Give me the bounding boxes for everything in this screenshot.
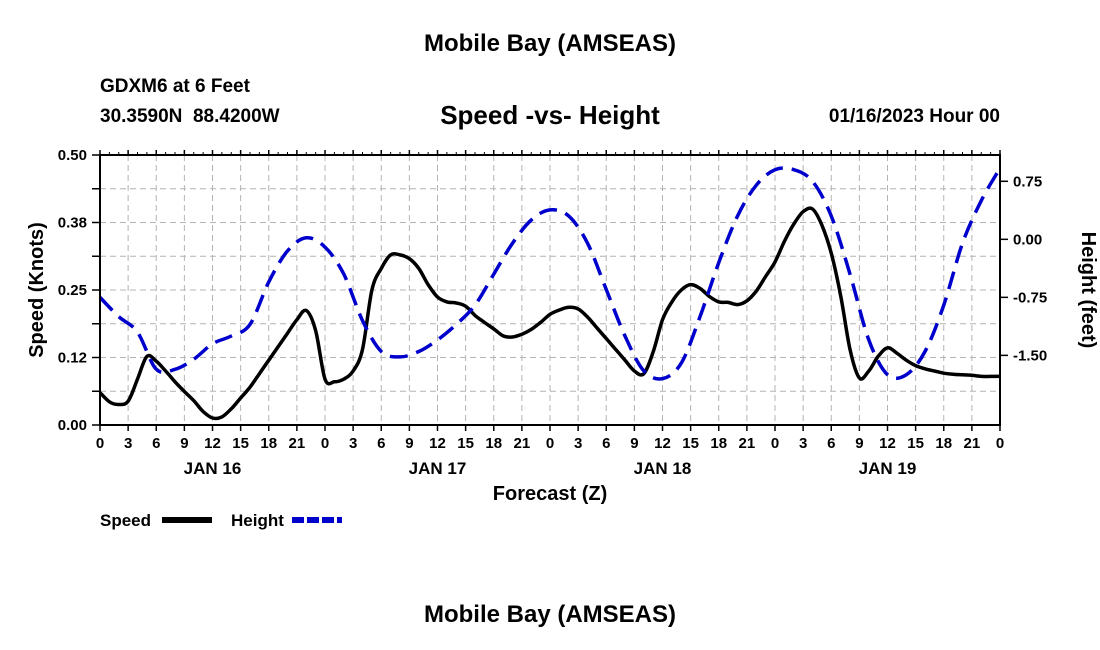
forecast-datetime: 01/16/2023 Hour 00: [828, 106, 1000, 127]
y-right-tick-label: -0.75: [1013, 289, 1047, 306]
x-tick-label: 15: [907, 435, 924, 452]
axes: 0 3 6 9 12 15 18 21 0 3 6 9 12 15 18 21 0 3 6 9 12 15 18 21 0 3 6 9…: [58, 147, 1047, 478]
x-tick-label: 6: [377, 435, 385, 452]
x-tick-label: 3: [349, 435, 357, 452]
y-left-tick-label: 0.50: [58, 147, 87, 164]
y-left-tick-label: 0.00: [58, 417, 87, 434]
x-tick-label: 0: [96, 435, 104, 452]
date-label: JAN 19: [859, 459, 917, 478]
x-tick-label: 0: [996, 435, 1004, 452]
grid-lines: [99, 155, 1001, 425]
y-axis-right-label: Height (feet): [1077, 232, 1099, 349]
x-tick-label: 15: [232, 435, 249, 452]
x-tick-label: 6: [152, 435, 160, 452]
y-axis-left-label: Speed (Knots): [26, 222, 48, 358]
y-left-tick-label: 0.12: [58, 350, 87, 367]
legend-label-height: Height: [231, 511, 284, 530]
y-right-tick-label: -1.50: [1013, 347, 1047, 364]
x-tick-label: 9: [630, 435, 638, 452]
legend: Speed Height: [100, 511, 342, 530]
x-tick-label: 21: [964, 435, 981, 452]
x-tick-label: 0: [546, 435, 554, 452]
y-left-tick-label: 0.25: [58, 282, 87, 299]
x-tick-label: 6: [827, 435, 835, 452]
legend-label-speed: Speed: [100, 511, 151, 530]
coordinates-label: 30.3590N 88.4200W: [100, 106, 280, 127]
x-tick-label: 18: [710, 435, 727, 452]
x-tick-label: 21: [289, 435, 306, 452]
chart-title: Speed -vs- Height: [440, 100, 660, 130]
x-tick-label: 6: [602, 435, 610, 452]
series-lines: [98, 166, 1002, 421]
x-tick-label: 9: [180, 435, 188, 452]
x-tick-label: 18: [935, 435, 952, 452]
x-tick-label: 12: [204, 435, 221, 452]
y-right-tick-label: 0.75: [1013, 173, 1042, 190]
y-right-tick-label: 0.00: [1013, 231, 1042, 248]
series-line-speed: [98, 206, 1000, 421]
station-label: GDXM6 at 6 Feet: [100, 76, 250, 97]
x-tick-label: 18: [485, 435, 502, 452]
date-label: JAN 17: [409, 459, 467, 478]
x-tick-label: 9: [405, 435, 413, 452]
x-tick-label: 0: [771, 435, 779, 452]
x-axis-label: Forecast (Z): [493, 483, 607, 505]
x-tick-label: 15: [682, 435, 699, 452]
footer-title: Mobile Bay (AMSEAS): [423, 601, 677, 628]
series-line-height: [98, 166, 1002, 381]
x-tick-label: 21: [514, 435, 531, 452]
x-tick-label: 18: [260, 435, 277, 452]
x-tick-label: 3: [799, 435, 807, 452]
x-tick-label: 12: [429, 435, 446, 452]
page-title: Mobile Bay (AMSEAS): [423, 30, 677, 57]
x-tick-label: 12: [654, 435, 671, 452]
x-tick-label: 21: [739, 435, 756, 452]
x-tick-label: 3: [124, 435, 132, 452]
date-label: JAN 18: [634, 459, 692, 478]
x-tick-label: 3: [574, 435, 582, 452]
date-label: JAN 16: [184, 459, 242, 478]
x-tick-label: 9: [855, 435, 863, 452]
x-tick-label: 12: [879, 435, 896, 452]
y-left-tick-label: 0.38: [58, 215, 87, 232]
x-tick-label: 15: [457, 435, 474, 452]
x-tick-label: 0: [321, 435, 329, 452]
